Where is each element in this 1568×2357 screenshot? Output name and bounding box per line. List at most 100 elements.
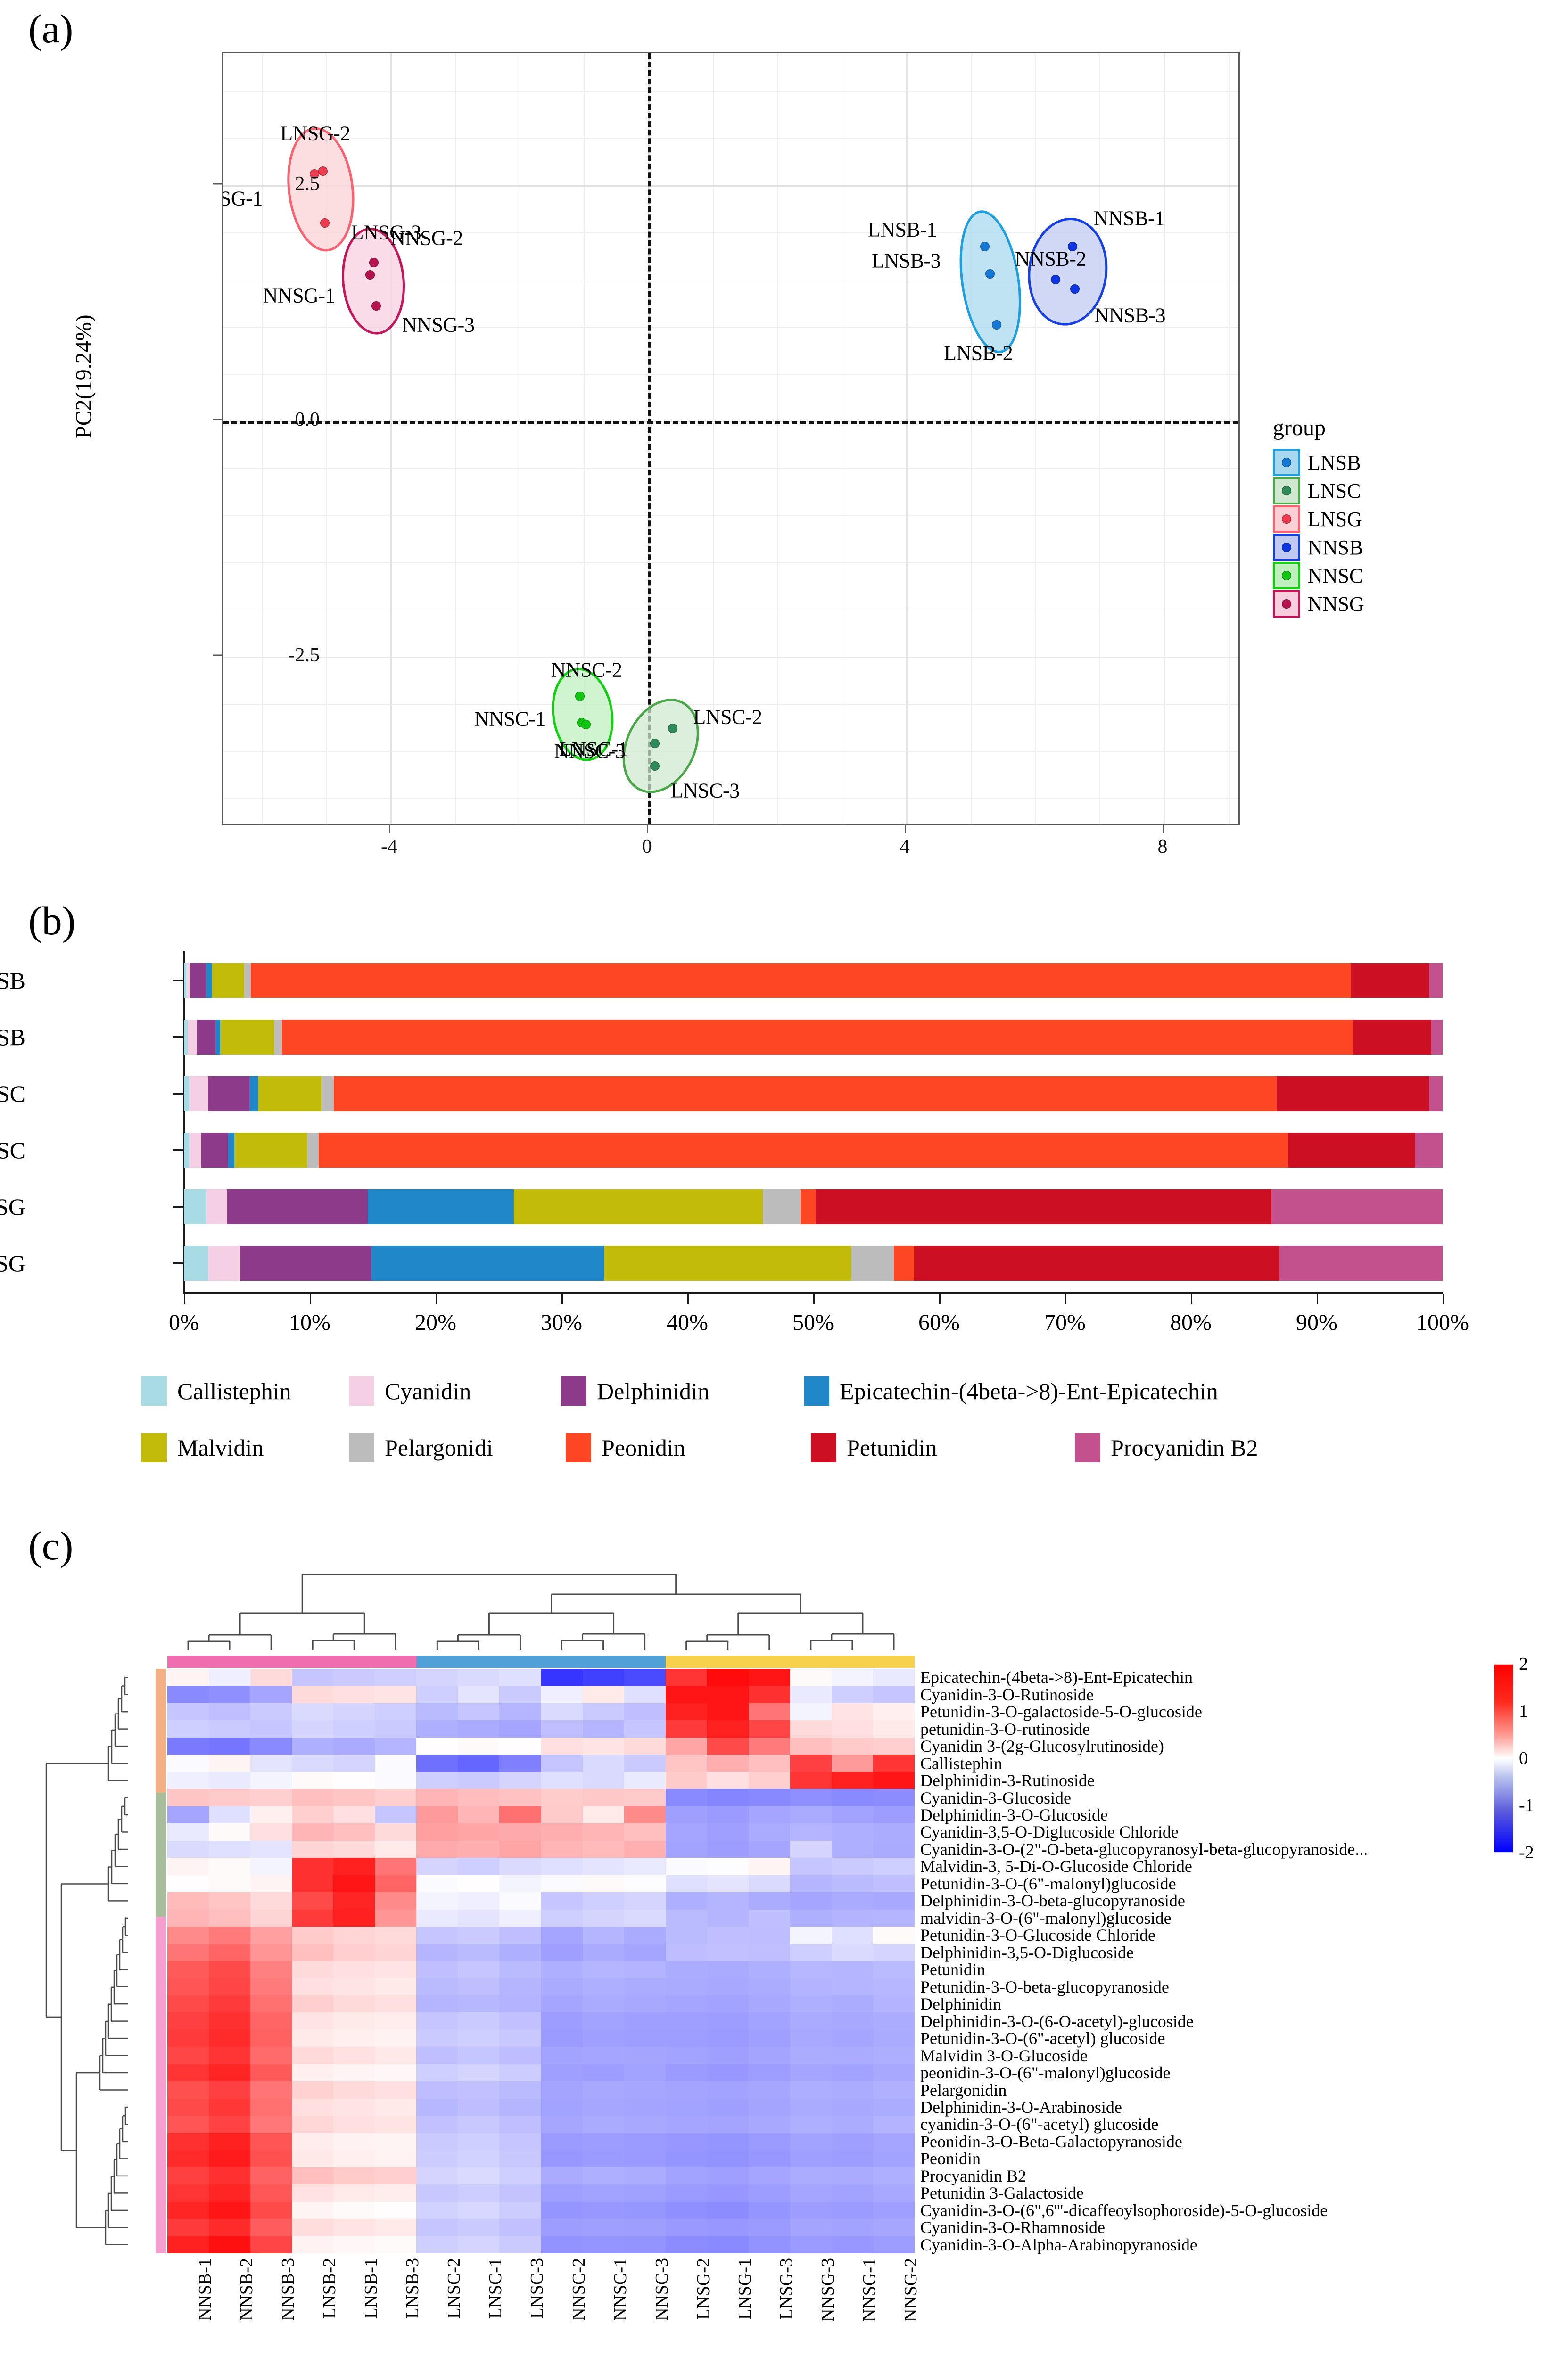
heatmap-cell[interactable]: [416, 1909, 458, 1927]
heatmap-cell[interactable]: [748, 1978, 790, 1995]
heatmap-cell[interactable]: [541, 1978, 583, 1995]
bar-segment[interactable]: [1428, 963, 1443, 998]
heatmap-cell[interactable]: [624, 1978, 666, 1995]
heatmap-cell[interactable]: [375, 1669, 417, 1686]
heatmap-cell[interactable]: [416, 2150, 458, 2167]
pca-data-point[interactable]: [318, 166, 328, 176]
heatmap-cell[interactable]: [333, 2029, 375, 2047]
heatmap-cell[interactable]: [873, 1669, 915, 1686]
heatmap-cell[interactable]: [541, 2236, 583, 2253]
pca-data-point[interactable]: [668, 724, 678, 733]
heatmap-cell[interactable]: [582, 1806, 624, 1824]
heatmap-cell[interactable]: [499, 2150, 541, 2167]
heatmap-cell[interactable]: [499, 1875, 541, 1893]
heatmap-cell[interactable]: [416, 2167, 458, 2185]
heatmap-cell[interactable]: [790, 1840, 832, 1858]
heatmap-cell[interactable]: [292, 2133, 334, 2151]
heatmap-cell[interactable]: [292, 1789, 334, 1806]
heatmap-cell[interactable]: [292, 2116, 334, 2133]
heatmap-cell[interactable]: [167, 1961, 209, 1978]
heatmap-cell[interactable]: [873, 1823, 915, 1841]
heatmap-cell[interactable]: [790, 1703, 832, 1721]
heatmap-cell[interactable]: [250, 2167, 292, 2185]
heatmap-cell[interactable]: [292, 1823, 334, 1841]
heatmap-cell[interactable]: [624, 1909, 666, 1927]
heatmap-cell[interactable]: [167, 2012, 209, 2030]
heatmap-cell[interactable]: [831, 2133, 873, 2151]
heatmap-cell[interactable]: [665, 1909, 707, 1927]
heatmap-cell[interactable]: [458, 1772, 500, 1789]
heatmap-cell[interactable]: [541, 2047, 583, 2064]
heatmap-cell[interactable]: [831, 2184, 873, 2202]
heatmap-cell[interactable]: [582, 2184, 624, 2202]
heatmap-cell[interactable]: [790, 1978, 832, 1995]
heatmap-cell[interactable]: [707, 1806, 749, 1824]
bar-segment[interactable]: [206, 1189, 227, 1224]
bar-segment[interactable]: [215, 1020, 221, 1055]
heatmap-cell[interactable]: [167, 2236, 209, 2253]
heatmap-cell[interactable]: [458, 1875, 500, 1893]
heatmap-cell[interactable]: [250, 1840, 292, 1858]
heatmap-cell[interactable]: [748, 1995, 790, 2013]
bar-segment[interactable]: [206, 963, 212, 998]
heatmap-cell[interactable]: [707, 2236, 749, 2253]
heatmap-cell[interactable]: [375, 1944, 417, 1961]
heatmap-cell[interactable]: [250, 1720, 292, 1738]
heatmap-cell[interactable]: [873, 1927, 915, 1944]
heatmap-cell[interactable]: [375, 2081, 417, 2099]
heatmap-cell[interactable]: [707, 1944, 749, 1961]
heatmap-cell[interactable]: [499, 1755, 541, 1772]
heatmap-cell[interactable]: [624, 1755, 666, 1772]
heatmap-cell[interactable]: [582, 2236, 624, 2253]
heatmap-cell[interactable]: [541, 1875, 583, 1893]
bar-segment[interactable]: [250, 963, 1351, 998]
heatmap-cell[interactable]: [333, 1995, 375, 2013]
heatmap-cell[interactable]: [292, 1875, 334, 1893]
heatmap-cell[interactable]: [831, 1944, 873, 1961]
heatmap-cell[interactable]: [873, 2184, 915, 2202]
heatmap-cell[interactable]: [375, 1927, 417, 1944]
heatmap-cell[interactable]: [748, 2098, 790, 2116]
heatmap-cell[interactable]: [831, 2081, 873, 2099]
heatmap-cell[interactable]: [499, 1961, 541, 1978]
heatmap-cell[interactable]: [167, 2184, 209, 2202]
heatmap-cell[interactable]: [416, 1892, 458, 1910]
heatmap-cell[interactable]: [665, 2012, 707, 2030]
heatmap-cell[interactable]: [458, 2047, 500, 2064]
heatmap-cell[interactable]: [333, 2098, 375, 2116]
heatmap-cell[interactable]: [790, 2081, 832, 2099]
heatmap-cell[interactable]: [167, 1840, 209, 1858]
heatmap-cell[interactable]: [541, 2064, 583, 2082]
heatmap-cell[interactable]: [790, 2012, 832, 2030]
heatmap-cell[interactable]: [541, 1755, 583, 1772]
heatmap-cell[interactable]: [541, 1892, 583, 1910]
heatmap-cell[interactable]: [375, 2201, 417, 2219]
heatmap-cell[interactable]: [541, 1858, 583, 1875]
pca-data-point[interactable]: [581, 720, 591, 729]
heatmap-cell[interactable]: [624, 2167, 666, 2185]
heatmap-cell[interactable]: [209, 1858, 251, 1875]
heatmap-cell[interactable]: [375, 1892, 417, 1910]
heatmap-cell[interactable]: [790, 2167, 832, 2185]
heatmap-cell[interactable]: [333, 2219, 375, 2236]
heatmap-cell[interactable]: [333, 1789, 375, 1806]
heatmap-cell[interactable]: [333, 1892, 375, 1910]
heatmap-cell[interactable]: [458, 1686, 500, 1703]
heatmap-cell[interactable]: [831, 1737, 873, 1755]
heatmap-cell[interactable]: [748, 1823, 790, 1841]
heatmap-cell[interactable]: [582, 1823, 624, 1841]
heatmap-cell[interactable]: [416, 1961, 458, 1978]
bar-segment[interactable]: [893, 1246, 914, 1281]
heatmap-cell[interactable]: [375, 2133, 417, 2151]
heatmap-cell[interactable]: [499, 1720, 541, 1738]
heatmap-cell[interactable]: [167, 2029, 209, 2047]
heatmap-cell[interactable]: [458, 1806, 500, 1824]
heatmap-cell[interactable]: [375, 2236, 417, 2253]
heatmap-cell[interactable]: [831, 1789, 873, 1806]
heatmap-cell[interactable]: [790, 1995, 832, 2013]
heatmap-cell[interactable]: [499, 2133, 541, 2151]
heatmap-cell[interactable]: [416, 1703, 458, 1721]
heatmap-cell[interactable]: [250, 2236, 292, 2253]
heatmap-cell[interactable]: [582, 2167, 624, 2185]
heatmap-cell[interactable]: [873, 2064, 915, 2082]
